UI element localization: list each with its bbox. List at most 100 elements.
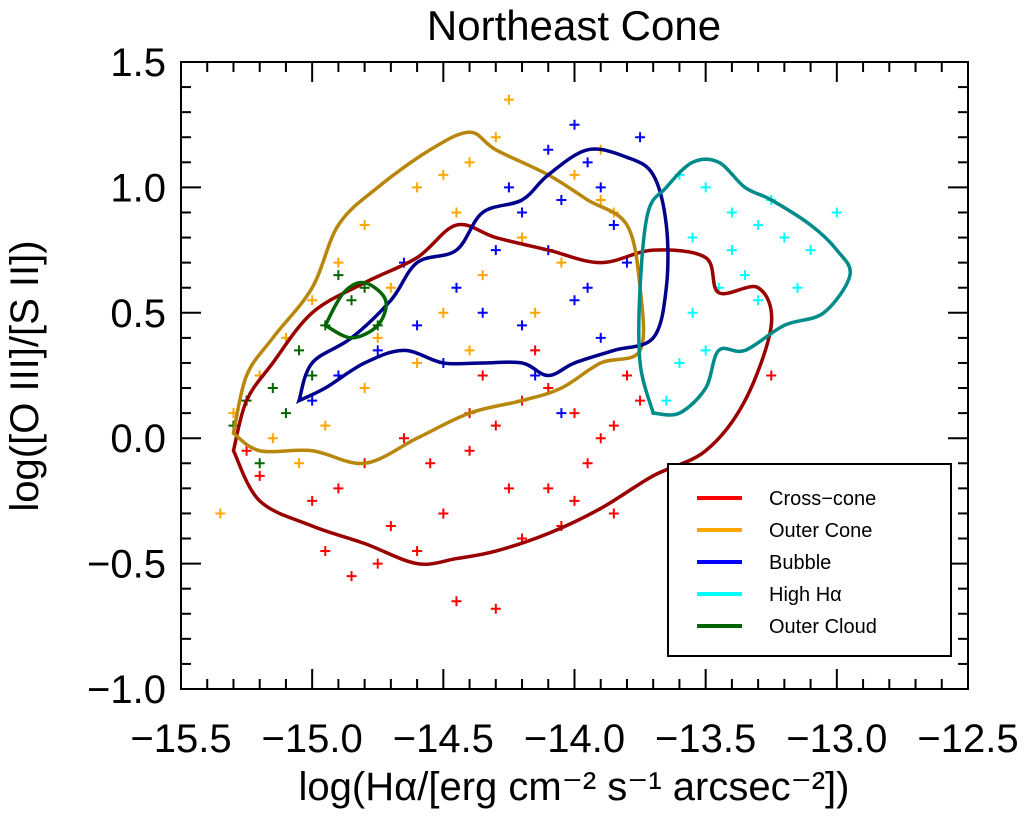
data-point	[621, 257, 632, 268]
y-tick-label: 0.5	[110, 292, 166, 336]
data-point	[438, 508, 449, 519]
data-point	[438, 169, 449, 180]
data-point	[556, 194, 567, 205]
data-point	[740, 270, 751, 281]
data-point	[608, 220, 619, 231]
data-point	[490, 420, 501, 431]
data-point	[569, 408, 580, 419]
x-tick-label: −13.0	[786, 717, 887, 761]
data-point	[464, 345, 475, 356]
data-point	[582, 157, 593, 168]
data-point	[412, 546, 423, 557]
data-point	[831, 207, 842, 218]
x-tick-label: −12.5	[917, 717, 1018, 761]
data-point	[595, 332, 606, 343]
data-point	[412, 320, 423, 331]
data-point	[621, 370, 632, 381]
x-tick-label: −15.5	[130, 717, 231, 761]
data-point	[359, 220, 370, 231]
data-point	[346, 571, 357, 582]
data-point	[543, 144, 554, 155]
legend-label: Cross−cone	[769, 488, 876, 510]
data-point	[530, 345, 541, 356]
data-point	[385, 520, 396, 531]
data-point	[333, 270, 344, 281]
data-point	[766, 370, 777, 381]
data-point	[503, 94, 514, 105]
data-point	[359, 383, 370, 394]
data-point	[451, 596, 462, 607]
data-point	[726, 207, 737, 218]
series-points	[307, 119, 646, 419]
data-point	[569, 169, 580, 180]
data-point	[608, 420, 619, 431]
data-point	[398, 433, 409, 444]
data-point	[464, 157, 475, 168]
data-point	[779, 232, 790, 243]
series-contour	[637, 157, 853, 417]
series-contour	[322, 280, 388, 340]
data-point	[700, 182, 711, 193]
data-point	[608, 508, 619, 519]
data-point	[385, 282, 396, 293]
data-point	[595, 182, 606, 193]
series-points	[215, 94, 619, 519]
legend-label: Outer Cone	[769, 520, 872, 542]
data-point	[294, 458, 305, 469]
data-point	[307, 495, 318, 506]
legend-label: Bubble	[769, 552, 831, 574]
data-point	[661, 395, 672, 406]
data-point	[346, 295, 357, 306]
data-point	[412, 182, 423, 193]
data-point	[556, 408, 567, 419]
y-axis-label: log([O III]/[S II])	[3, 240, 47, 511]
data-point	[267, 433, 278, 444]
data-point	[372, 332, 383, 343]
data-point	[635, 395, 646, 406]
legend-label: Outer Cloud	[769, 616, 877, 638]
data-point	[477, 270, 488, 281]
data-point	[412, 357, 423, 368]
data-point	[267, 383, 278, 394]
series-contour	[231, 130, 646, 466]
data-point	[582, 458, 593, 469]
data-point	[464, 445, 475, 456]
data-point	[543, 483, 554, 494]
x-tick-label: −15.0	[262, 717, 363, 761]
data-point	[595, 194, 606, 205]
x-tick-label: −14.0	[524, 717, 625, 761]
data-point	[805, 245, 816, 256]
series-points	[241, 345, 777, 614]
data-point	[635, 132, 646, 143]
y-tick-label: −1.0	[87, 668, 166, 712]
data-point	[320, 420, 331, 431]
data-point	[477, 307, 488, 318]
data-point	[451, 282, 462, 293]
series-contour	[296, 147, 670, 404]
data-point	[687, 232, 698, 243]
data-point	[753, 295, 764, 306]
data-point	[372, 558, 383, 569]
y-tick-label: 1.0	[110, 166, 166, 210]
chart-title: Northeast Cone	[427, 2, 721, 49]
y-tick-label: −0.5	[87, 543, 166, 587]
data-point	[294, 345, 305, 356]
data-point	[215, 508, 226, 519]
data-point	[517, 207, 528, 218]
data-point	[700, 345, 711, 356]
data-point	[438, 307, 449, 318]
x-axis-label: log(Hα/[erg cm⁻² s⁻¹ arcsec⁻²])	[299, 765, 850, 809]
data-point	[503, 182, 514, 193]
tick-labels: −15.5 −15.0 −14.5 −14.0 −13.5 −13.0 −12.5 −1.0 −…	[87, 41, 1019, 761]
data-point	[674, 357, 685, 368]
data-point	[556, 257, 567, 268]
data-point	[530, 370, 541, 381]
data-point	[503, 483, 514, 494]
y-tick-label: 1.5	[110, 41, 166, 85]
data-point	[372, 345, 383, 356]
data-point	[477, 370, 488, 381]
data-point	[569, 295, 580, 306]
data-point	[254, 458, 265, 469]
data-point	[726, 245, 737, 256]
